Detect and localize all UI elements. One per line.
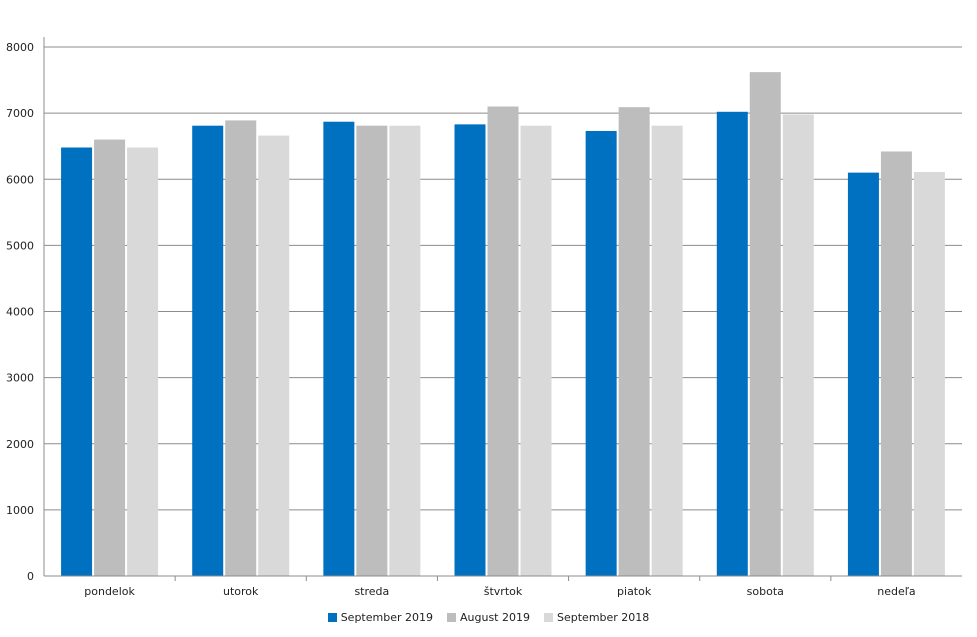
bar xyxy=(749,72,781,576)
legend-item: September 2018 xyxy=(544,611,649,624)
bar xyxy=(520,125,552,576)
y-tick-label: 7000 xyxy=(6,107,34,120)
y-tick-label: 5000 xyxy=(6,239,34,252)
legend-item: August 2019 xyxy=(447,611,530,624)
bar xyxy=(323,121,355,576)
x-tick-labels: pondelok utorok streda štvrtok piatok sobota n… xyxy=(84,585,915,598)
bar xyxy=(127,147,159,576)
bar xyxy=(454,124,486,577)
legend-swatch xyxy=(447,612,456,622)
x-tick-label: piatok xyxy=(617,585,652,598)
y-tick-label: 3000 xyxy=(6,372,34,385)
y-tick-label: 4000 xyxy=(6,306,34,319)
legend-swatch xyxy=(327,612,337,622)
legend-swatch xyxy=(544,612,553,622)
y-tick-label: 6000 xyxy=(6,173,34,186)
bar xyxy=(716,111,748,577)
y-tick-label: 2000 xyxy=(6,438,34,451)
x-tick-label: pondelok xyxy=(84,585,135,598)
bar xyxy=(356,125,388,576)
bars xyxy=(61,72,945,577)
bar xyxy=(651,125,683,576)
y-tick-label: 8000 xyxy=(6,41,34,54)
y-tick-label: 0 xyxy=(27,570,34,583)
bar xyxy=(389,125,421,576)
bar xyxy=(487,106,519,576)
y-tick-label: 1000 xyxy=(6,504,34,517)
bar xyxy=(225,120,257,577)
y-tick-labels: 0 1000 2000 3000 4000 5000 6000 7000 8000 xyxy=(6,41,34,583)
legend-label: September 2019 xyxy=(340,610,433,624)
legend: September 2019 August 2019 September 2018 xyxy=(0,606,977,628)
x-tick-label: streda xyxy=(354,585,389,598)
axes xyxy=(43,37,962,581)
bar xyxy=(847,172,879,576)
bar xyxy=(258,135,290,577)
bar xyxy=(61,147,93,576)
bar xyxy=(94,139,126,576)
legend-item: September 2019 xyxy=(327,610,433,624)
bar xyxy=(782,114,814,576)
bar xyxy=(618,107,650,576)
x-tick-label: nedeľa xyxy=(877,585,915,598)
legend-label: September 2018 xyxy=(557,610,650,624)
legend-label: August 2019 xyxy=(460,610,530,624)
bar xyxy=(880,151,912,577)
bar xyxy=(913,171,945,576)
x-tick-label: štvrtok xyxy=(484,585,523,598)
x-tick-label: utorok xyxy=(223,585,259,598)
bar xyxy=(585,130,617,576)
x-tick-label: sobota xyxy=(747,585,784,598)
bar xyxy=(192,125,224,576)
